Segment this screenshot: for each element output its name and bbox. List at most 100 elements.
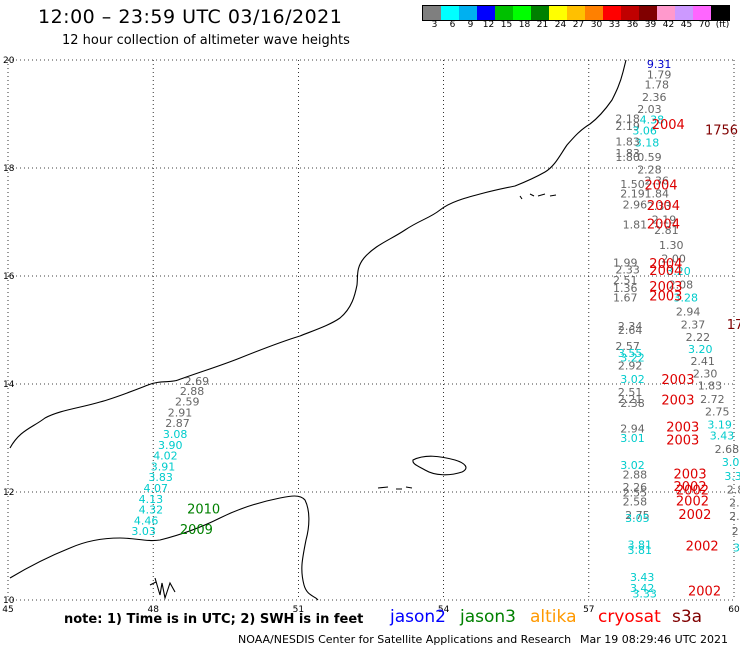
wave-height-label: 3.43 (630, 571, 655, 584)
wave-height-label: 2.18 (615, 113, 640, 126)
wave-height-label: 3.83 (148, 471, 173, 484)
color-swatch (693, 6, 711, 20)
wave-height-label: 2.36 (644, 175, 669, 188)
kuria-muria-islands (519, 193, 557, 200)
color-scale-label: 42 (662, 20, 675, 30)
color-scale-label: 3 (431, 20, 438, 30)
wave-height-label: 3.18 (635, 136, 660, 149)
wave-height-label: 2.96 (623, 199, 648, 212)
wave-height-label: 3 (733, 541, 740, 554)
wave-height-label: 3.02 (620, 459, 645, 472)
y-tick-label: 16 (3, 272, 15, 282)
wave-height-label: 3.03 (722, 456, 740, 469)
wave-height-label: 2.19 (615, 120, 640, 133)
wave-height-label: 2.08 (669, 278, 694, 291)
wave-height-label: 2 (732, 525, 739, 538)
color-scale-label: 70 (698, 20, 711, 30)
y-tick-label: 14 (3, 380, 15, 390)
map-grid (7, 59, 735, 601)
wave-height-label: 2.75 (705, 405, 730, 418)
pass-time-label: 2003 (649, 289, 682, 304)
wave-height-label: 1.83 (615, 147, 640, 160)
wave-height-label: 1.78 (644, 79, 669, 92)
wave-height-label: 4.32 (139, 504, 164, 517)
wave-height-label: 3.35 (724, 470, 740, 483)
color-scale-label: 45 (680, 20, 693, 30)
wave-height-label: 2.57 (615, 340, 640, 353)
wave-height-label: 1.30 (659, 239, 684, 252)
wave-height-label: 3.01 (620, 432, 645, 445)
color-scale-label: (ft) (715, 20, 730, 30)
wave-height-label: 3.08 (163, 428, 188, 441)
pass-time-label: 2002 (686, 539, 719, 554)
map-subtitle: 12 hour collection of altimeter wave hei… (62, 33, 350, 48)
legend-jason2: jason2 (390, 607, 446, 627)
wave-height-label: 2.69 (185, 375, 210, 388)
pass-time-label: 2003 (666, 421, 699, 436)
color-swatch (549, 6, 567, 20)
credit-text: NOAA/NESDIS Center for Satellite Applica… (238, 633, 572, 646)
pass-time-label: 2004 (647, 199, 680, 214)
color-swatch (513, 6, 531, 20)
color-swatch (603, 6, 621, 20)
wave-height-label: 2.03 (637, 103, 662, 116)
wave-height-label: 2.87 (165, 417, 190, 430)
wave-height-label: 3.02 (620, 373, 645, 386)
wave-height-label: 0.59 (637, 151, 662, 164)
observation-labels: 9.311.791.782.362.034.382.182.193.063.18… (131, 58, 740, 600)
wave-height-label: 2.88 (623, 469, 648, 482)
wave-height-label: 2.41 (690, 355, 715, 368)
wave-height-label: 2.5 (729, 497, 740, 510)
wave-height-label: 3.06 (632, 125, 657, 138)
wave-height-label: 2.51 (613, 274, 638, 287)
pass-time-label: 2004 (647, 217, 680, 232)
djibouti-fragment (149, 577, 176, 601)
pass-time-label: 2003 (666, 433, 699, 448)
wave-height-label: 4.38 (640, 114, 665, 127)
y-tick-label: 18 (3, 164, 15, 174)
wave-height-label: 2.22 (686, 331, 711, 344)
color-scale-label: 21 (536, 20, 549, 30)
wave-height-label: 2.33 (647, 200, 672, 213)
coastline (9, 59, 627, 601)
color-scale-label: 30 (590, 20, 603, 30)
color-scale-label: 36 (626, 20, 639, 30)
color-swatch (459, 6, 477, 20)
pass-time-label: 2003 (661, 394, 694, 409)
wave-height-label: 2.68 (715, 443, 740, 456)
color-scale-label: 33 (608, 20, 621, 30)
wave-height-label: 1.36 (613, 282, 638, 295)
wave-height-label: 2.81 (654, 224, 679, 237)
wave-height-label: 1.81 (623, 218, 648, 231)
color-swatch (531, 6, 549, 20)
wave-height-label: 2.26 (623, 481, 648, 494)
pass-time-label: 2003 (649, 280, 682, 295)
wave-height-label: 3.81 (628, 539, 653, 552)
wave-height-label: 2.28 (637, 163, 662, 176)
x-tick-label: 54 (438, 605, 450, 615)
wave-height-label: 2.58 (623, 496, 648, 509)
wave-height-label: 2.55 (623, 486, 648, 499)
color-swatch (477, 6, 495, 20)
y-tick-label: 20 (3, 56, 15, 66)
wave-height-label: 2.64 (618, 324, 643, 337)
wave-height-label: 2.94 (620, 423, 645, 436)
pass-time-label: 2002 (676, 484, 709, 499)
wave-height-label: 2.00 (661, 253, 686, 266)
pass-time-label: 2003 (661, 373, 694, 388)
x-tick-label: 51 (293, 605, 304, 615)
wave-height-label: 1.50 (620, 178, 645, 191)
wave-height-label: 4.46 (134, 514, 159, 527)
map-title: 12:00 – 23:59 UTC 03/16/2021 (38, 6, 343, 28)
timestamp-text: Mar 19 08:29:46 UTC 2021 (580, 633, 728, 646)
pass-time-label: 2004 (649, 257, 682, 272)
wave-height-label: 2.30 (693, 368, 718, 381)
color-swatch (441, 6, 459, 20)
pass-time-label: 17 (727, 318, 740, 333)
wave-height-label: 1.83 (615, 135, 640, 148)
arabian-coastline (9, 59, 627, 449)
pass-time-label: 2002 (676, 495, 709, 510)
wave-height-label: 2.94 (676, 305, 701, 318)
axis-ticks: 45 48 51 54 57 60 20 18 16 14 12 10 (2, 56, 740, 615)
